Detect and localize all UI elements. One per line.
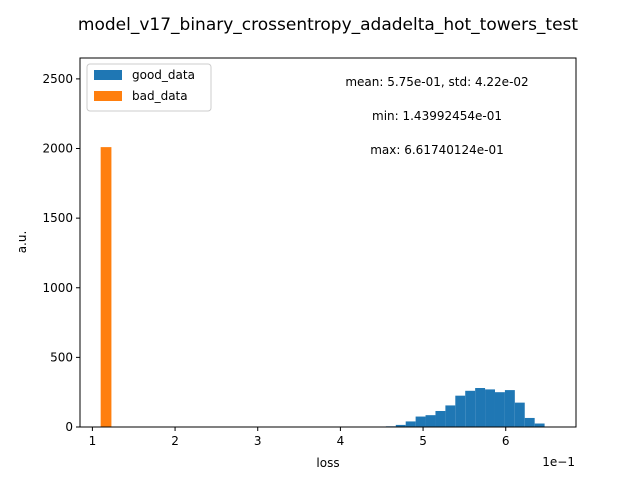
x-tick-label: 5 bbox=[419, 434, 427, 448]
bar-good_data-8 bbox=[465, 390, 476, 427]
x-tick-label: 6 bbox=[502, 434, 510, 448]
y-axis-label: a.u. bbox=[15, 231, 29, 254]
x-tick-label: 1 bbox=[89, 434, 97, 448]
plot-frame bbox=[79, 57, 577, 428]
y-tick-label: 2000 bbox=[42, 142, 73, 156]
legend-label-bad_data: bad_data bbox=[132, 89, 188, 103]
y-tick-label: 500 bbox=[50, 350, 73, 364]
bar-good_data-10 bbox=[485, 389, 495, 427]
stat-annotation: min: 1.43992454e-01 bbox=[372, 109, 502, 123]
bar-good_data-4 bbox=[425, 415, 436, 427]
y-tick-label: 1000 bbox=[42, 281, 73, 295]
bar-good_data-6 bbox=[445, 405, 456, 427]
legend: good_data bad_data bbox=[86, 63, 212, 112]
bar-good_data-15 bbox=[534, 423, 545, 427]
x-axis-label: loss bbox=[316, 456, 339, 470]
x-tick-label: 4 bbox=[337, 434, 345, 448]
plot-bars bbox=[100, 147, 545, 427]
annotations: mean: 5.75e-01, std: 4.22e-02 min: 1.4399… bbox=[345, 75, 528, 157]
bar-good_data-5 bbox=[435, 410, 446, 427]
bar-good_data-1 bbox=[395, 424, 406, 427]
stat-annotation: mean: 5.75e-01, std: 4.22e-02 bbox=[345, 75, 528, 89]
legend-swatch-bad_data bbox=[94, 91, 122, 101]
bar-good_data-2 bbox=[405, 421, 416, 427]
y-tick-label: 0 bbox=[65, 420, 73, 434]
bar-good_data-11 bbox=[494, 392, 505, 427]
bar-good_data-13 bbox=[514, 402, 525, 427]
x-tick-label: 2 bbox=[171, 434, 179, 448]
bar-good_data-9 bbox=[475, 388, 486, 427]
legend-swatch-good_data bbox=[94, 70, 122, 80]
y-tick-label: 2500 bbox=[42, 72, 73, 86]
x-offset-label: 1e−1 bbox=[542, 455, 575, 469]
bar-good_data-7 bbox=[455, 395, 466, 427]
legend-label-good_data: good_data bbox=[132, 68, 195, 82]
stat-annotation: max: 6.61740124e-01 bbox=[370, 143, 504, 157]
chart-title: model_v17_binary_crossentropy_adadelta_h… bbox=[78, 15, 579, 35]
y-axis: 0 500 1000 1500 2000 2500 bbox=[42, 72, 80, 434]
x-tick-label: 3 bbox=[254, 434, 262, 448]
bar-good_data-14 bbox=[524, 417, 535, 427]
bar-good_data-3 bbox=[415, 416, 426, 427]
bar-bad_data-0 bbox=[100, 147, 112, 427]
y-tick-label: 1500 bbox=[42, 211, 73, 225]
bar-good_data-12 bbox=[504, 390, 515, 427]
x-axis: 1 2 3 4 5 6 bbox=[89, 427, 510, 448]
